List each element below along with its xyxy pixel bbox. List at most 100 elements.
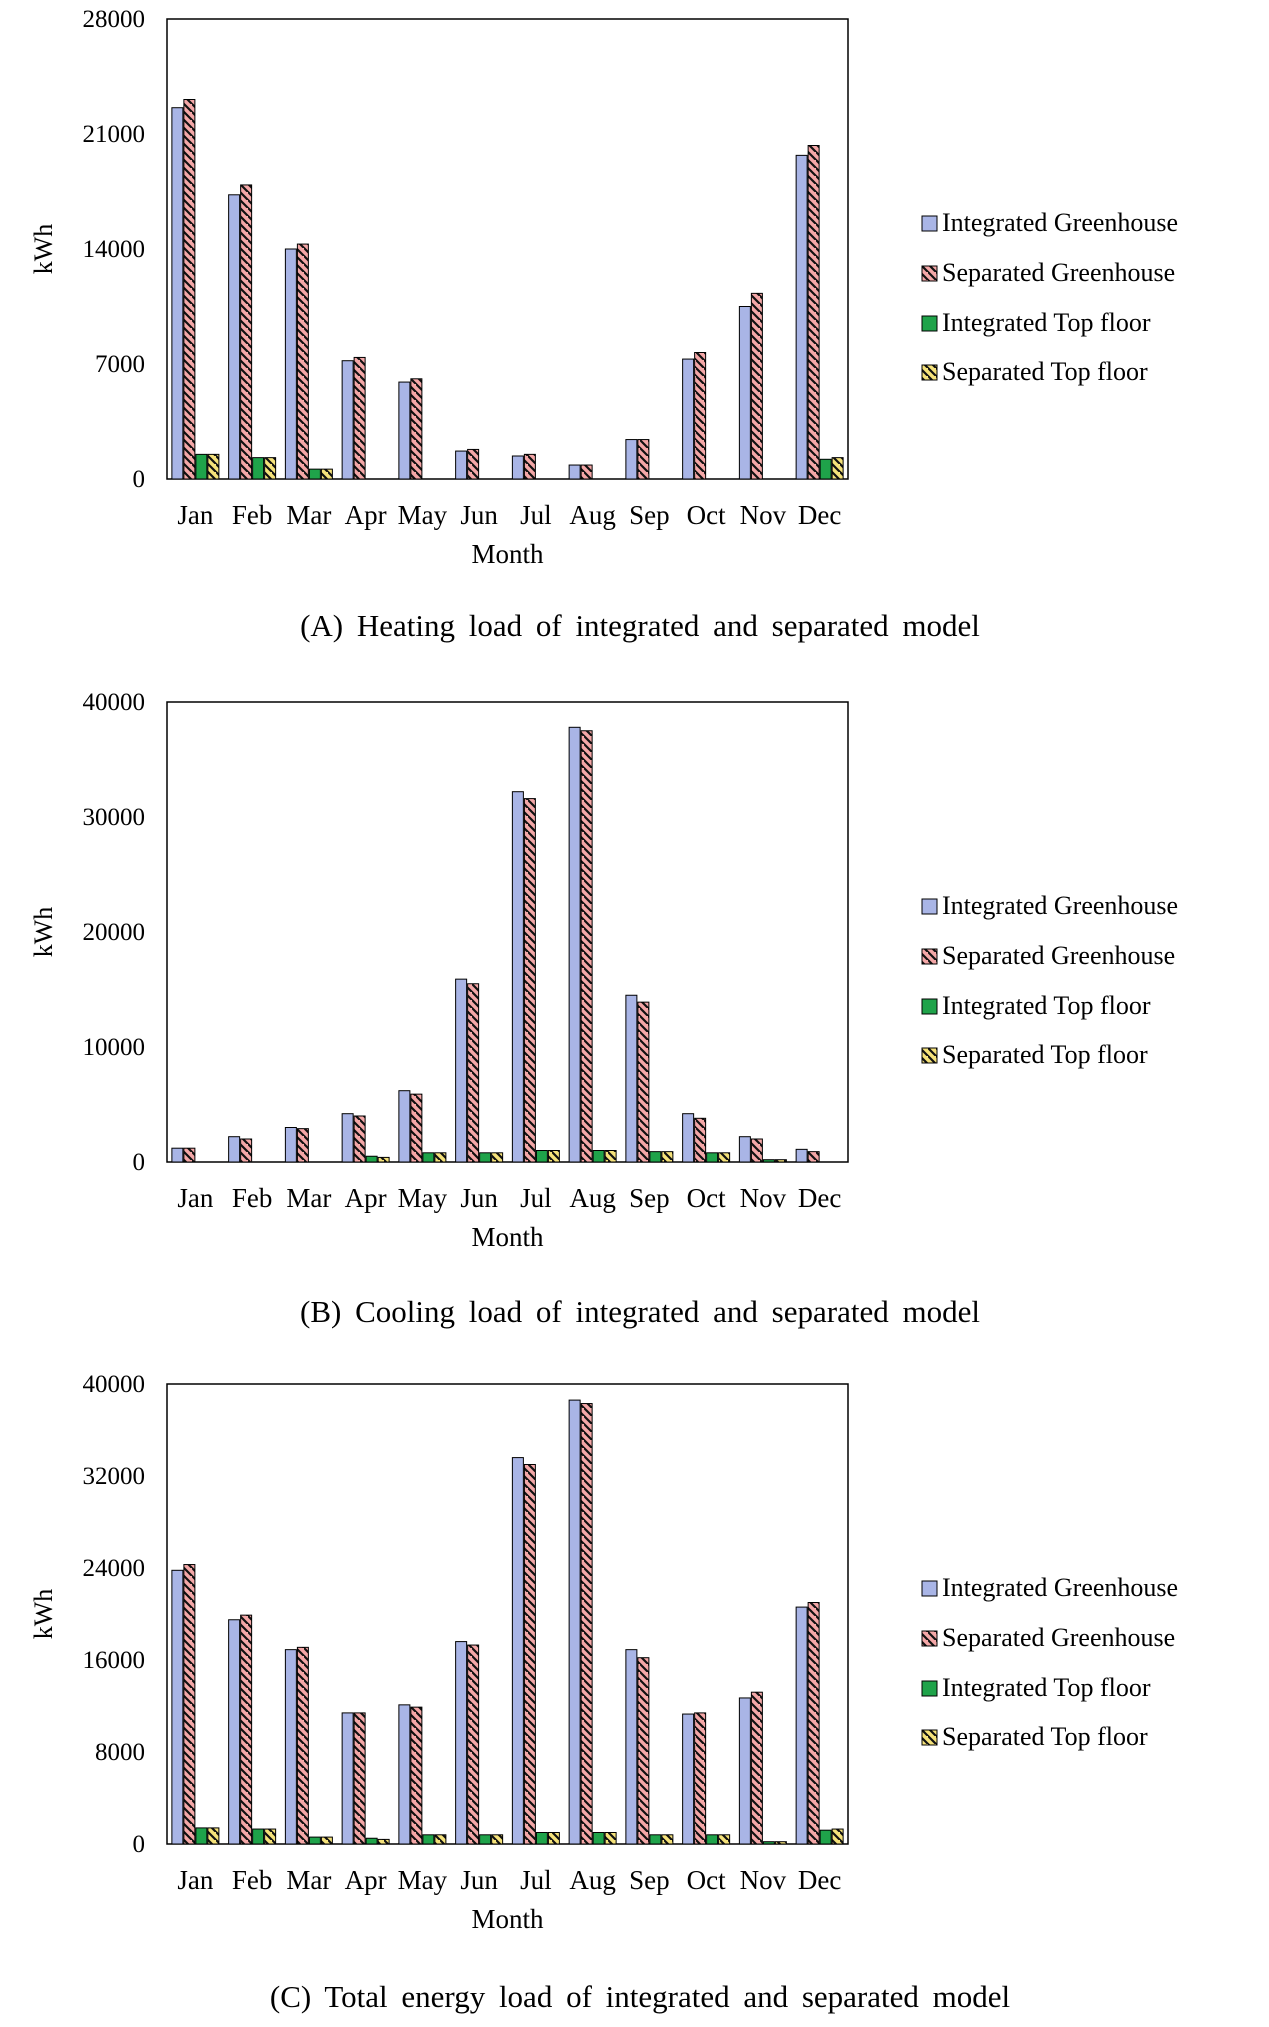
x-tick-label: Feb (232, 1865, 273, 1895)
bar-jun-series-1 (455, 978, 468, 1163)
bar-apr-series-4 (377, 1156, 390, 1163)
bar-dec-series-1 (795, 1148, 808, 1163)
legend-swatch (921, 998, 938, 1015)
y-axis-title: kWh (29, 907, 58, 958)
x-tick-label: Aug (569, 1865, 616, 1895)
x-tick-label: Apr (345, 1183, 387, 1213)
bar-feb-series-4 (264, 1828, 277, 1845)
legend-swatch (921, 364, 938, 381)
plot-area (166, 701, 849, 1163)
legend-entry: Separated Top floor (942, 357, 1148, 386)
bar-aug-series-2 (580, 1403, 593, 1845)
y-tick-label: 14000 (83, 236, 146, 263)
x-axis-title: Month (471, 539, 544, 569)
bar-apr-series-1 (341, 1113, 354, 1163)
bar-aug-series-1 (568, 1399, 581, 1845)
bar-jul-series-2 (523, 1464, 536, 1845)
bar-may-series-2 (410, 378, 423, 480)
bar-jan-series-2 (183, 1147, 196, 1163)
bar-nov-series-3 (762, 1841, 775, 1845)
bar-jun-series-2 (467, 983, 480, 1163)
x-tick-label: Dec (798, 500, 841, 530)
bar-may-series-1 (398, 1704, 411, 1845)
bar-sep-series-1 (625, 1649, 638, 1845)
bar-apr-series-2 (353, 1712, 366, 1845)
figure-caption: (A) Heating load of integrated and separ… (300, 608, 980, 643)
bar-jan-series-2 (183, 1564, 196, 1845)
y-tick-label: 7000 (95, 351, 145, 378)
bar-oct-series-3 (706, 1834, 719, 1845)
bar-dec-series-4 (831, 457, 844, 480)
y-tick-label: 24000 (83, 1555, 146, 1582)
legend: Integrated Greenhouse Separated Greenhous… (921, 891, 1178, 1069)
x-tick-label: Jul (520, 500, 552, 530)
bar-nov-series-4 (774, 1159, 787, 1163)
bar-mar-series-1 (284, 1127, 297, 1163)
bar-aug-series-2 (580, 730, 593, 1163)
x-tick-label: Mar (286, 500, 331, 530)
bar-mar-series-4 (320, 468, 333, 480)
bar-dec-series-1 (795, 1606, 808, 1845)
bar-may-series-2 (410, 1706, 423, 1845)
x-tick-label: Dec (798, 1183, 841, 1213)
x-tick-label: May (398, 1183, 448, 1213)
y-tick-label: 0 (133, 1149, 146, 1176)
bar-may-series-4 (434, 1152, 447, 1163)
bar-may-series-1 (398, 1090, 411, 1163)
bar-may-series-4 (434, 1834, 447, 1845)
legend-swatch (921, 1580, 938, 1597)
x-tick-label: May (398, 1865, 448, 1895)
x-tick-label: Feb (232, 500, 273, 530)
figure-caption: (B) Cooling load of integrated and separ… (300, 1294, 980, 1329)
legend-swatch (921, 1680, 938, 1697)
bar-feb-series-1 (228, 1619, 241, 1845)
bar-nov-series-1 (738, 306, 751, 480)
bar-may-series-1 (398, 381, 411, 480)
bar-dec-series-3 (819, 458, 832, 480)
x-tick-label: Aug (569, 1183, 616, 1213)
x-tick-label: Nov (740, 1183, 787, 1213)
bar-nov-series-2 (750, 1138, 763, 1163)
bar-oct-series-1 (682, 1713, 695, 1845)
x-tick-label: Sep (629, 1865, 670, 1895)
legend-swatch (921, 215, 938, 232)
x-tick-label: Aug (569, 500, 616, 530)
bar-feb-series-4 (264, 457, 277, 480)
legend-entry: Integrated Greenhouse (942, 208, 1178, 237)
bar-sep-series-2 (637, 439, 650, 480)
bar-sep-series-4 (661, 1834, 674, 1845)
bar-mar-series-2 (296, 243, 309, 480)
bar-sep-series-1 (625, 994, 638, 1163)
x-tick-label: Sep (629, 500, 670, 530)
chart-panel-1: 0 7000 14000 21000 28000 kWh Jan Feb Mar Apr May Ju… (29, 6, 1178, 643)
bar-jun-series-3 (479, 1152, 492, 1163)
bar-oct-series-3 (706, 1152, 719, 1163)
x-tick-label: Oct (687, 1865, 726, 1895)
bar-dec-series-1 (795, 154, 808, 480)
bar-jul-series-2 (523, 453, 536, 480)
bar-nov-series-1 (738, 1136, 751, 1163)
bar-jan-series-4 (207, 1827, 220, 1845)
y-tick-label: 30000 (83, 804, 146, 831)
bar-feb-series-3 (252, 457, 265, 480)
bar-mar-series-3 (308, 468, 321, 480)
legend: Integrated Greenhouse Separated Greenhous… (921, 208, 1178, 386)
bar-sep-series-2 (637, 1657, 650, 1845)
x-tick-label: Jan (177, 1865, 213, 1895)
bar-nov-series-1 (738, 1697, 751, 1845)
bar-apr-series-1 (341, 360, 354, 480)
bar-oct-series-1 (682, 358, 695, 480)
legend-swatch (921, 1729, 938, 1746)
legend-swatch (921, 1630, 938, 1647)
bar-aug-series-3 (592, 1150, 605, 1163)
bar-oct-series-2 (694, 1712, 707, 1845)
legend-swatch (921, 265, 938, 282)
legend-entry: Integrated Greenhouse (942, 1573, 1178, 1602)
x-tick-label: Apr (345, 500, 387, 530)
bar-jun-series-4 (491, 1152, 504, 1163)
bar-oct-series-4 (718, 1152, 731, 1163)
bar-nov-series-2 (750, 1691, 763, 1845)
bar-jul-series-2 (523, 798, 536, 1163)
